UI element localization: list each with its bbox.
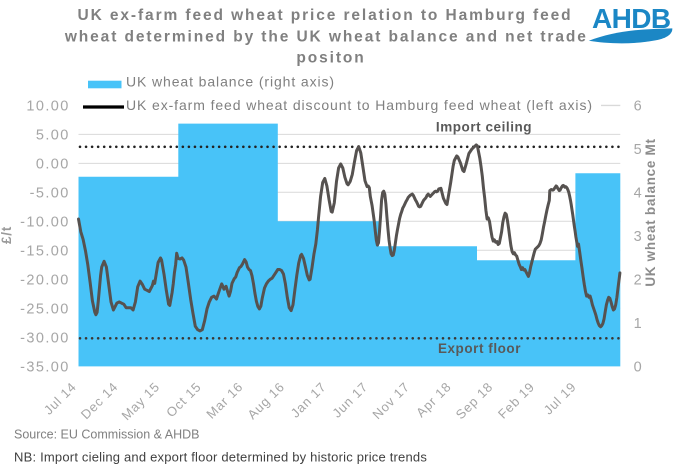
svg-text:Sep 18: Sep 18 (453, 379, 496, 422)
svg-text:4: 4 (634, 186, 642, 202)
svg-text:UK wheat balance Mt: UK wheat balance Mt (643, 138, 658, 286)
svg-text:-35.00: -35.00 (20, 359, 70, 375)
svg-text:-20.00: -20.00 (20, 273, 70, 289)
svg-text:6: 6 (634, 99, 642, 115)
svg-text:1: 1 (634, 316, 642, 332)
svg-text:Nov 17: Nov 17 (369, 379, 412, 422)
svg-text:5.00: 5.00 (36, 128, 70, 144)
svg-text:UK ex-farm feed wheat price re: UK ex-farm feed wheat price relation to … (78, 7, 573, 24)
svg-text:Oct 15: Oct 15 (163, 379, 204, 420)
svg-text:wheat determined by the UK whe: wheat determined by the UK wheat balance… (64, 28, 588, 45)
svg-text:Mar 16: Mar 16 (203, 379, 246, 422)
svg-text:5: 5 (634, 142, 642, 158)
svg-text:Source: EU Commission & AHDB: Source: EU Commission & AHDB (14, 428, 199, 442)
svg-text:-25.00: -25.00 (20, 301, 70, 317)
svg-text:Export floor: Export floor (438, 341, 521, 356)
svg-text:Dec 14: Dec 14 (78, 379, 121, 422)
svg-text:-10.00: -10.00 (20, 215, 70, 231)
svg-text:Jan 17: Jan 17 (288, 379, 330, 421)
svg-text:Import ceiling: Import ceiling (436, 119, 532, 134)
svg-text:NB: Import cieling and export: NB: Import cieling and export floor dete… (14, 450, 427, 465)
svg-text:Aug 16: Aug 16 (244, 379, 287, 422)
svg-text:UK wheat balance (right axis): UK wheat balance (right axis) (126, 73, 335, 89)
svg-text:May 15: May 15 (118, 379, 162, 423)
svg-text:Jul 19: Jul 19 (541, 379, 580, 418)
svg-text:3: 3 (634, 229, 642, 245)
svg-text:-15.00: -15.00 (20, 244, 70, 260)
svg-text:0: 0 (634, 359, 642, 375)
svg-text:Jun 17: Jun 17 (329, 379, 371, 421)
svg-text:Feb 19: Feb 19 (495, 379, 538, 422)
svg-text:Jul 14: Jul 14 (41, 379, 80, 418)
svg-text:£/t: £/t (0, 226, 14, 244)
svg-text:positon: positon (296, 49, 365, 66)
svg-text:UK ex-farm feed wheat discount: UK ex-farm feed wheat discount to Hambur… (126, 97, 593, 113)
svg-text:-30.00: -30.00 (20, 330, 70, 346)
svg-text:-5.00: -5.00 (30, 186, 70, 202)
svg-text:2: 2 (634, 273, 642, 289)
svg-text:0.00: 0.00 (36, 157, 70, 173)
svg-text:10.00: 10.00 (26, 99, 69, 115)
svg-text:Apr 18: Apr 18 (413, 379, 454, 420)
